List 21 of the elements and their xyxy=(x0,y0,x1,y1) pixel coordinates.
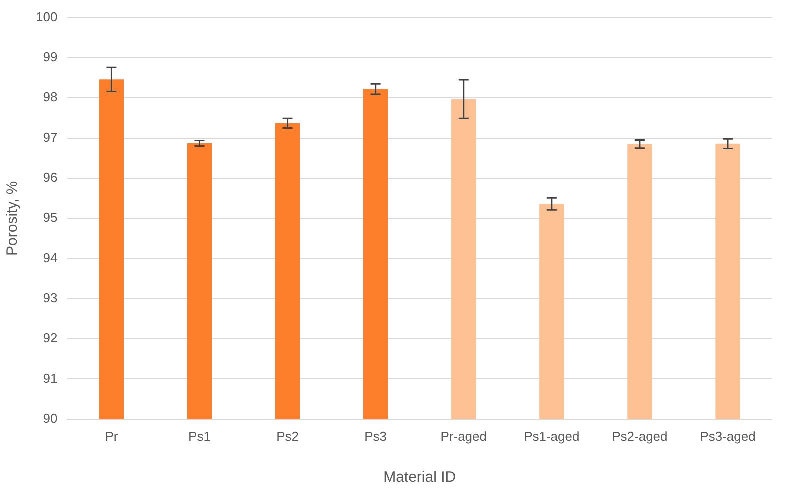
y-tick-label: 98 xyxy=(43,90,58,105)
y-tick-label: 97 xyxy=(43,130,58,145)
x-tick-label: Ps2 xyxy=(276,428,299,444)
y-tick-label: 91 xyxy=(43,370,58,386)
y-tick-label: 93 xyxy=(43,290,58,306)
y-tick-label: 100 xyxy=(36,9,58,24)
y-tick-label: 95 xyxy=(43,210,58,226)
x-tick-label: Ps2-aged xyxy=(612,428,668,444)
x-tick-label: Pr-aged xyxy=(440,428,487,444)
x-tick-label: Ps1 xyxy=(188,428,211,444)
y-tick-label: 92 xyxy=(43,330,58,346)
y-tick-label: 99 xyxy=(43,50,58,65)
x-tick-label: Ps3-aged xyxy=(700,428,756,444)
y-tick-label: 90 xyxy=(43,410,58,426)
y-tick-label: 96 xyxy=(43,170,58,186)
x-tick-label: Ps1-aged xyxy=(524,428,580,444)
x-axis-title: Material ID xyxy=(384,469,456,486)
x-tick-label: Pr xyxy=(105,428,119,444)
y-axis-title: Porosity, % xyxy=(4,181,22,256)
x-tick-label: Ps3 xyxy=(364,428,388,444)
y-tick-label: 94 xyxy=(43,250,58,266)
